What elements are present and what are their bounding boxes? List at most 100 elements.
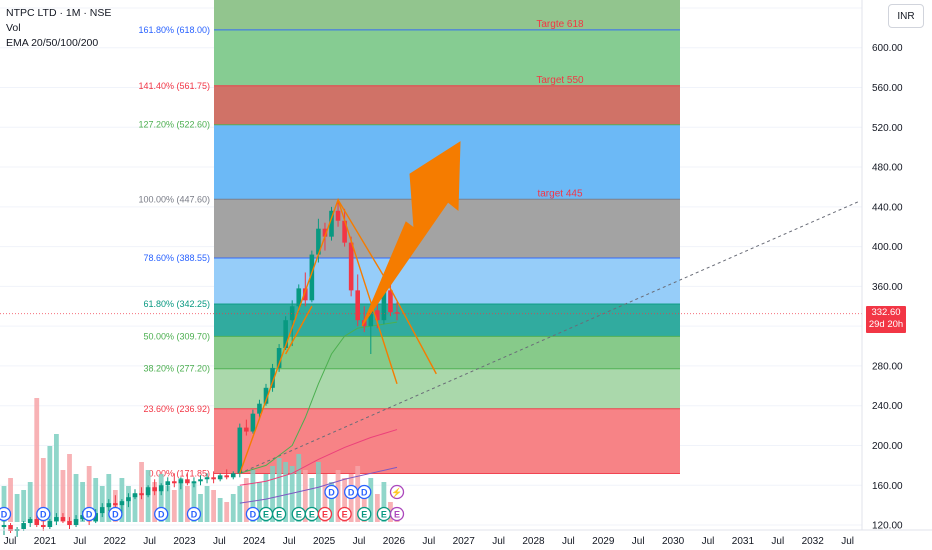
x-tick-label: 2025 bbox=[313, 536, 336, 547]
event-badge-letter: E bbox=[309, 510, 315, 520]
event-badge-letter: E bbox=[296, 510, 302, 520]
fib-level-label: 23.60% (236.92) bbox=[143, 404, 210, 414]
candle-body bbox=[8, 525, 13, 531]
event-badge-letter: D bbox=[40, 510, 47, 520]
symbol-title[interactable]: NTPC LTD · 1M · NSE bbox=[6, 7, 112, 19]
event-badge: D bbox=[154, 506, 169, 522]
volume-bar bbox=[322, 474, 328, 522]
volume-bar bbox=[8, 478, 13, 522]
target-arrow bbox=[361, 141, 461, 327]
volume-bar bbox=[250, 470, 256, 522]
candle-body bbox=[139, 493, 144, 496]
x-tick-label: Jul bbox=[73, 536, 86, 547]
volume-bar bbox=[374, 494, 380, 522]
event-badge: E bbox=[337, 506, 352, 522]
x-tick-label: 2024 bbox=[243, 536, 266, 547]
candle-body bbox=[34, 519, 40, 526]
candle-body bbox=[244, 427, 249, 432]
event-badge-circle bbox=[337, 506, 352, 522]
volume-bar bbox=[185, 486, 190, 522]
candle-body bbox=[47, 521, 53, 528]
volume-bar bbox=[60, 470, 66, 522]
event-badge: E bbox=[258, 506, 274, 522]
event-badge-letter: D bbox=[112, 510, 119, 520]
volume-bar bbox=[243, 478, 249, 522]
volume-bar bbox=[283, 462, 289, 522]
volume-bar bbox=[329, 482, 334, 522]
candle-body bbox=[368, 310, 374, 327]
x-tick-label: Jul bbox=[632, 536, 645, 547]
candle-body bbox=[388, 290, 393, 313]
candle-body bbox=[375, 310, 380, 321]
volume-bar bbox=[40, 458, 46, 522]
y-tick-label: 280.00 bbox=[872, 361, 903, 372]
event-badge-letter: ⚡ bbox=[391, 487, 402, 499]
event-badge: D bbox=[343, 484, 359, 500]
candle-body bbox=[296, 288, 302, 307]
x-tick-label: 2021 bbox=[34, 536, 57, 547]
candle-body bbox=[335, 210, 341, 221]
event-badge-circle bbox=[317, 506, 333, 522]
event-badge-letter: D bbox=[86, 510, 93, 520]
candle-body bbox=[172, 481, 177, 484]
currency-button[interactable]: INR bbox=[888, 4, 924, 28]
event-badge-letter: E bbox=[342, 510, 348, 520]
volume-bar bbox=[368, 478, 374, 522]
volume-bar bbox=[237, 486, 243, 522]
candle-body bbox=[21, 523, 26, 530]
last-price-tag: 332.60 29d 20h bbox=[866, 305, 906, 333]
event-badge-letter: D bbox=[348, 488, 355, 498]
candle-body bbox=[119, 501, 125, 506]
event-badge: D bbox=[186, 506, 202, 522]
volume-bar bbox=[86, 466, 92, 522]
volume-bar bbox=[34, 398, 40, 522]
chart-legend: NTPC LTD · 1M · NSE Vol EMA 20/50/100/20… bbox=[6, 6, 111, 51]
candle-body bbox=[316, 228, 321, 255]
event-badge: E bbox=[317, 506, 333, 522]
volume-bar bbox=[191, 482, 197, 522]
x-tick-label: 2030 bbox=[662, 536, 685, 547]
candle-body bbox=[1, 525, 7, 528]
candle-body bbox=[257, 403, 262, 414]
ema-line bbox=[239, 321, 398, 474]
fib-zone bbox=[214, 257, 680, 305]
candle-body bbox=[217, 475, 223, 480]
fib-level-label: 100.00% (447.60) bbox=[138, 194, 210, 204]
candle-body bbox=[355, 290, 360, 321]
x-tick-label: 2022 bbox=[104, 536, 127, 547]
x-tick-label: 2032 bbox=[802, 536, 825, 547]
candle-body bbox=[99, 507, 105, 514]
ema-indicator-label[interactable]: EMA 20/50/100/200 bbox=[6, 37, 99, 49]
volume-indicator-label[interactable]: Vol bbox=[6, 22, 21, 34]
event-badge: E bbox=[389, 506, 405, 522]
candle-body bbox=[289, 306, 295, 321]
volume-bar bbox=[270, 466, 275, 522]
candle-body bbox=[342, 220, 347, 243]
event-badge-letter: D bbox=[191, 510, 198, 520]
candle-body bbox=[113, 503, 118, 506]
candle-body bbox=[178, 479, 184, 484]
volume-bar bbox=[171, 490, 177, 522]
x-tick-label: 2023 bbox=[173, 536, 196, 547]
x-tick-label: Jul bbox=[562, 536, 575, 547]
event-badge-letter: E bbox=[263, 510, 269, 520]
candle-body bbox=[263, 387, 269, 404]
fib-zone bbox=[214, 0, 680, 30]
candle-body bbox=[381, 290, 387, 321]
volume-bar bbox=[211, 490, 216, 522]
trend-line-dashed bbox=[239, 201, 859, 474]
candle-body bbox=[309, 254, 315, 301]
y-tick-label: 200.00 bbox=[872, 441, 903, 452]
event-badge-circle bbox=[186, 506, 202, 522]
event-badge: D bbox=[82, 506, 97, 522]
event-badge: D bbox=[324, 484, 339, 500]
candle-body bbox=[276, 348, 282, 368]
volume-bar bbox=[73, 474, 79, 522]
x-tick-label: Jul bbox=[283, 536, 296, 547]
candle-body bbox=[54, 517, 59, 522]
x-tick-label: 2026 bbox=[383, 536, 406, 547]
y-tick-label: 560.00 bbox=[872, 83, 903, 94]
volume-bar bbox=[342, 478, 347, 522]
